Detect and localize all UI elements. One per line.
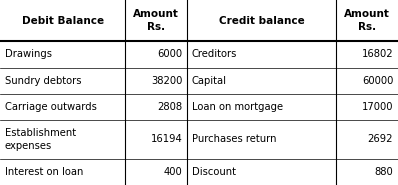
Text: Drawings: Drawings: [5, 49, 52, 59]
Bar: [187, 120, 336, 159]
Bar: [0, 94, 125, 120]
Bar: [125, 159, 187, 185]
Bar: [125, 120, 187, 159]
Bar: [0, 41, 125, 68]
Text: 880: 880: [375, 167, 393, 177]
Bar: [336, 41, 398, 68]
Bar: [336, 94, 398, 120]
Bar: [0, 68, 125, 94]
Text: Carriage outwards: Carriage outwards: [5, 102, 97, 112]
Text: 400: 400: [164, 167, 182, 177]
Bar: [0, 159, 125, 185]
Text: Establishment
expenses: Establishment expenses: [5, 128, 76, 151]
Text: Interest on loan: Interest on loan: [5, 167, 83, 177]
Bar: [336, 0, 398, 41]
Text: Discount: Discount: [192, 167, 236, 177]
Text: Loan on mortgage: Loan on mortgage: [192, 102, 283, 112]
Text: 16194: 16194: [150, 134, 182, 144]
Text: 6000: 6000: [157, 49, 182, 59]
Text: 16802: 16802: [362, 49, 393, 59]
Bar: [125, 41, 187, 68]
Bar: [187, 68, 336, 94]
Text: Amount
Rs.: Amount Rs.: [133, 9, 179, 32]
Bar: [125, 0, 187, 41]
Bar: [336, 68, 398, 94]
Text: Purchases return: Purchases return: [192, 134, 276, 144]
Text: Debit Balance: Debit Balance: [21, 16, 104, 26]
Text: 2692: 2692: [368, 134, 393, 144]
Bar: [0, 0, 125, 41]
Text: Amount
Rs.: Amount Rs.: [344, 9, 390, 32]
Text: 60000: 60000: [362, 76, 393, 86]
Text: Creditors: Creditors: [192, 49, 237, 59]
Text: 38200: 38200: [151, 76, 182, 86]
Text: Credit balance: Credit balance: [219, 16, 304, 26]
Text: 2808: 2808: [157, 102, 182, 112]
Text: Capital: Capital: [192, 76, 227, 86]
Bar: [0, 120, 125, 159]
Bar: [187, 41, 336, 68]
Text: 17000: 17000: [362, 102, 393, 112]
Bar: [336, 159, 398, 185]
Bar: [125, 94, 187, 120]
Text: Sundry debtors: Sundry debtors: [5, 76, 81, 86]
Bar: [125, 68, 187, 94]
Bar: [336, 120, 398, 159]
Bar: [187, 94, 336, 120]
Bar: [187, 0, 336, 41]
Bar: [187, 159, 336, 185]
